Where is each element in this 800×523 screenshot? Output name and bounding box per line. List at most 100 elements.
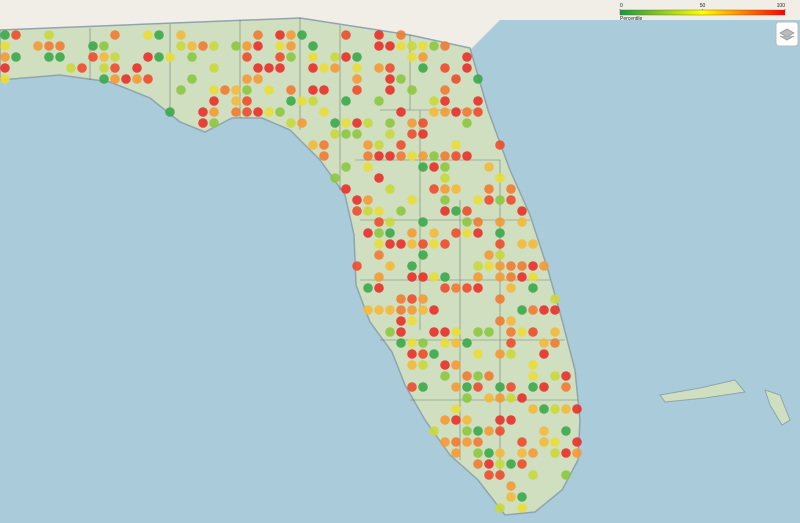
dot bbox=[253, 63, 263, 73]
dot bbox=[495, 426, 505, 436]
dot bbox=[374, 151, 384, 161]
bahamas bbox=[659, 379, 791, 426]
dot bbox=[484, 195, 494, 205]
dot bbox=[176, 30, 186, 40]
dot bbox=[297, 30, 307, 40]
dot bbox=[561, 404, 571, 414]
legend: Percentile 0 50 100 bbox=[619, 3, 786, 22]
dot bbox=[385, 41, 395, 51]
dot bbox=[352, 74, 362, 84]
dot bbox=[99, 52, 109, 62]
dot bbox=[462, 382, 472, 392]
dot bbox=[451, 437, 461, 447]
dot bbox=[429, 239, 439, 249]
dot bbox=[550, 305, 560, 315]
dot bbox=[517, 393, 527, 403]
dot bbox=[561, 382, 571, 392]
dot bbox=[550, 437, 560, 447]
dot bbox=[330, 118, 340, 128]
dot bbox=[418, 52, 428, 62]
dot bbox=[484, 261, 494, 271]
dot bbox=[440, 63, 450, 73]
dot bbox=[385, 261, 395, 271]
dot bbox=[308, 41, 318, 51]
dot bbox=[407, 52, 417, 62]
dot bbox=[385, 239, 395, 249]
dot bbox=[517, 272, 527, 282]
dot bbox=[286, 96, 296, 106]
dot bbox=[363, 228, 373, 238]
dot bbox=[572, 448, 582, 458]
dot bbox=[286, 41, 296, 51]
dot bbox=[451, 283, 461, 293]
dot bbox=[473, 448, 483, 458]
layers-icon bbox=[779, 28, 795, 41]
dot bbox=[374, 305, 384, 315]
dot bbox=[418, 250, 428, 260]
dot bbox=[539, 404, 549, 414]
dot bbox=[396, 151, 406, 161]
dot bbox=[396, 305, 406, 315]
dot bbox=[209, 107, 219, 117]
dot bbox=[11, 30, 21, 40]
dot bbox=[319, 85, 329, 95]
dot bbox=[561, 426, 571, 436]
dot bbox=[495, 382, 505, 392]
dot bbox=[429, 426, 439, 436]
dot bbox=[418, 151, 428, 161]
dot bbox=[297, 96, 307, 106]
dot bbox=[352, 85, 362, 95]
dot bbox=[506, 481, 516, 491]
dot bbox=[253, 107, 263, 117]
dot bbox=[517, 217, 527, 227]
dot bbox=[473, 107, 483, 117]
dot bbox=[308, 52, 318, 62]
dot bbox=[396, 74, 406, 84]
dot bbox=[99, 41, 109, 51]
dot bbox=[440, 437, 450, 447]
dot bbox=[242, 107, 252, 117]
dot bbox=[550, 404, 560, 414]
layers-button[interactable] bbox=[775, 21, 799, 47]
dot bbox=[143, 30, 153, 40]
dot bbox=[187, 41, 197, 51]
dot bbox=[418, 217, 428, 227]
dot bbox=[495, 294, 505, 304]
dot bbox=[429, 228, 439, 238]
dot-layer bbox=[0, 30, 582, 513]
dot bbox=[451, 415, 461, 425]
dot bbox=[209, 85, 219, 95]
dot bbox=[462, 206, 472, 216]
dot bbox=[495, 448, 505, 458]
dot bbox=[495, 261, 505, 271]
dot bbox=[462, 426, 472, 436]
dot bbox=[429, 162, 439, 172]
dot bbox=[495, 217, 505, 227]
dot bbox=[407, 272, 417, 282]
dot bbox=[286, 52, 296, 62]
dot bbox=[418, 239, 428, 249]
dot bbox=[418, 129, 428, 139]
dot bbox=[462, 283, 472, 293]
dot bbox=[385, 118, 395, 128]
dot bbox=[143, 52, 153, 62]
dot bbox=[429, 96, 439, 106]
dot bbox=[330, 173, 340, 183]
dot bbox=[286, 118, 296, 128]
dot bbox=[539, 426, 549, 436]
dot bbox=[528, 272, 538, 282]
dot bbox=[473, 195, 483, 205]
dot bbox=[110, 52, 120, 62]
dot bbox=[418, 63, 428, 73]
dot bbox=[506, 492, 516, 502]
dot bbox=[418, 118, 428, 128]
dot bbox=[198, 107, 208, 117]
dot bbox=[495, 272, 505, 282]
dot bbox=[165, 52, 175, 62]
dot bbox=[550, 448, 560, 458]
dot bbox=[418, 294, 428, 304]
dot bbox=[231, 107, 241, 117]
dot bbox=[385, 327, 395, 337]
dot bbox=[275, 107, 285, 117]
